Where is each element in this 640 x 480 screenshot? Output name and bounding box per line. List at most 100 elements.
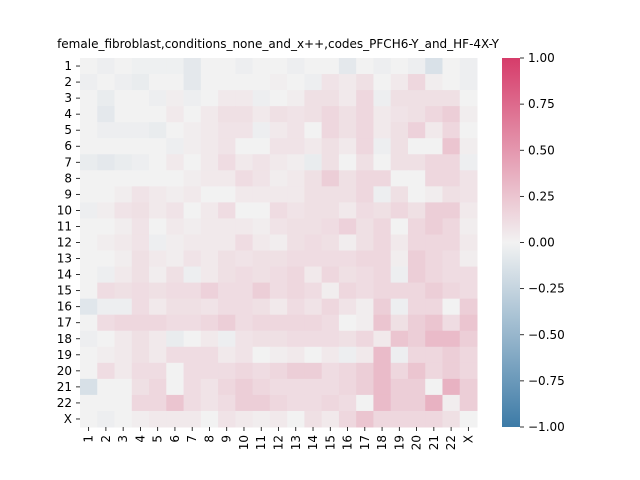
heatmap-cell-20-19 <box>390 362 409 380</box>
heatmap-cell-21-2 <box>97 378 116 396</box>
heatmap-cell-3-18 <box>373 90 392 107</box>
heatmap-cell-X-19 <box>390 410 409 428</box>
heatmap-cell-8-15 <box>321 170 340 187</box>
heatmap-cell-13-4 <box>131 250 150 268</box>
heatmap-cell-3-17 <box>356 90 374 107</box>
heatmap-cell-12-2 <box>97 234 116 252</box>
column-tick-label: 12 <box>272 435 286 450</box>
heatmap-cell-9-18 <box>373 186 392 203</box>
heatmap-cell-22-6 <box>166 394 185 412</box>
heatmap-cell-5-1 <box>80 122 98 139</box>
heatmap-cell-9-15 <box>321 186 340 203</box>
heatmap-cell-12-8 <box>200 234 219 252</box>
heatmap-cell-16-6 <box>166 298 185 316</box>
heatmap-cell-20-21 <box>425 362 443 380</box>
heatmap-cell-21-14 <box>304 378 323 396</box>
heatmap-cell-10-9 <box>218 202 236 219</box>
heatmap-cell-22-16 <box>338 394 357 412</box>
heatmap-cell-17-7 <box>183 314 202 332</box>
colorbar-tick-label: 0.75 <box>528 97 555 111</box>
heatmap-cell-1-19 <box>390 58 409 75</box>
heatmap-cell-8-14 <box>304 170 323 187</box>
colorbar-tick-label: −0.75 <box>528 374 565 388</box>
heatmap-cell-10-5 <box>149 202 167 219</box>
heatmap-cell-14-19 <box>390 266 409 284</box>
heatmap-cell-12-6 <box>166 234 185 252</box>
column-tick-label: 7 <box>185 435 199 443</box>
heatmap-cell-15-14 <box>304 282 323 300</box>
heatmap-cell-19-16 <box>338 346 357 364</box>
heatmap-cell-3-10 <box>235 90 254 107</box>
heatmap-cell-10-13 <box>287 202 305 219</box>
heatmap-cell-10-22 <box>442 202 461 219</box>
heatmap-cell-15-13 <box>287 282 305 300</box>
heatmap-cell-6-17 <box>356 138 374 155</box>
heatmap-cell-18-20 <box>407 330 426 348</box>
heatmap-cell-10-18 <box>373 202 392 219</box>
heatmap-cell-21-22 <box>442 378 461 396</box>
heatmap-cell-5-8 <box>200 122 219 139</box>
heatmap-cell-12-16 <box>338 234 357 252</box>
heatmap-cell-21-3 <box>114 378 133 396</box>
heatmap-cell-18-10 <box>235 330 254 348</box>
heatmap-cell-9-10 <box>235 186 254 203</box>
heatmap-cell-4-8 <box>200 106 219 123</box>
heatmap-cell-18-6 <box>166 330 185 348</box>
heatmap-cell-X-15 <box>321 410 340 428</box>
column-tick-label: 8 <box>202 435 216 443</box>
heatmap-cell-12-18 <box>373 234 392 252</box>
heatmap-cell-22-X <box>459 394 478 412</box>
heatmap-cell-18-1 <box>80 330 98 348</box>
heatmap-cell-1-21 <box>425 58 443 75</box>
heatmap-cell-21-16 <box>338 378 357 396</box>
heatmap-cell-6-9 <box>218 138 236 155</box>
chart-title: female_fibroblast,conditions_none_and_x+… <box>57 37 500 51</box>
column-tick-label: 9 <box>220 435 234 443</box>
heatmap-cell-6-4 <box>131 138 150 155</box>
heatmap-cell-14-7 <box>183 266 202 284</box>
heatmap-cell-2-7 <box>183 74 202 91</box>
heatmap-cell-9-11 <box>252 186 271 203</box>
heatmap-cell-3-X <box>459 90 478 107</box>
heatmap-cell-7-14 <box>304 154 323 171</box>
heatmap-cell-14-15 <box>321 266 340 284</box>
column-tick-label: 14 <box>306 435 320 450</box>
heatmap-cell-4-10 <box>235 106 254 123</box>
heatmap-cell-10-11 <box>252 202 271 219</box>
heatmap-cell-4-12 <box>269 106 288 123</box>
heatmap-cell-14-14 <box>304 266 323 284</box>
heatmap-cell-14-10 <box>235 266 254 284</box>
row-tick-label: 12 <box>57 236 72 250</box>
heatmap-cell-20-16 <box>338 362 357 380</box>
heatmap-cell-20-11 <box>252 362 271 380</box>
column-tick-label: 15 <box>323 435 337 450</box>
heatmap-cell-5-13 <box>287 122 305 139</box>
heatmap-cell-15-17 <box>356 282 374 300</box>
heatmap-cell-12-9 <box>218 234 236 252</box>
heatmap-cell-19-9 <box>218 346 236 364</box>
heatmap-cell-10-20 <box>407 202 426 219</box>
heatmap-cell-17-21 <box>425 314 443 332</box>
heatmap-cell-2-18 <box>373 74 392 91</box>
heatmap-cell-5-11 <box>252 122 271 139</box>
heatmap-cell-15-19 <box>390 282 409 300</box>
heatmap-cell-5-22 <box>442 122 461 139</box>
heatmap-cell-9-14 <box>304 186 323 203</box>
heatmap-cell-18-14 <box>304 330 323 348</box>
column-tick-label: X <box>461 435 475 443</box>
heatmap-cell-9-17 <box>356 186 374 203</box>
heatmap-cell-1-4 <box>131 58 150 75</box>
heatmap-cell-12-3 <box>114 234 133 252</box>
heatmap-cell-14-17 <box>356 266 374 284</box>
heatmap-cell-16-19 <box>390 298 409 316</box>
column-tick-label: 19 <box>392 435 406 450</box>
heatmap-cell-6-5 <box>149 138 167 155</box>
heatmap-cell-12-12 <box>269 234 288 252</box>
heatmap-cell-22-21 <box>425 394 443 412</box>
heatmap-cell-15-21 <box>425 282 443 300</box>
heatmap-cell-6-13 <box>287 138 305 155</box>
heatmap-cell-11-18 <box>373 218 392 235</box>
heatmap-cell-16-21 <box>425 298 443 316</box>
heatmap-cell-2-13 <box>287 74 305 91</box>
heatmap-cell-16-22 <box>442 298 461 316</box>
